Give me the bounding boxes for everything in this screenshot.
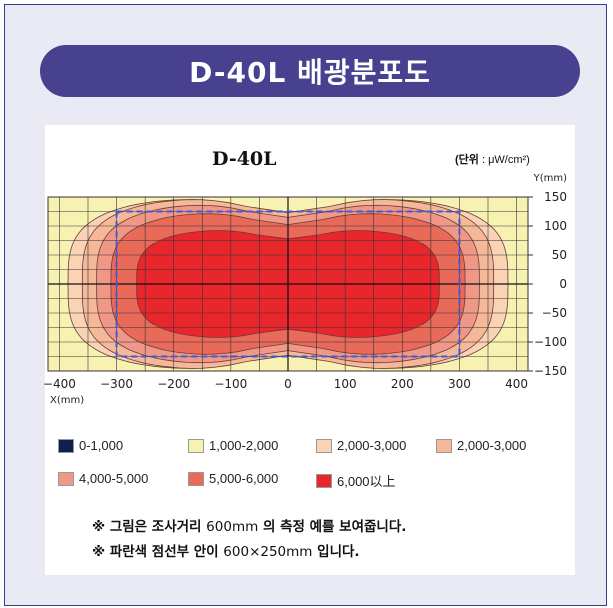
legend-label: 5,000-6,000	[209, 471, 279, 486]
legend-label: 2,000-3,000	[337, 438, 407, 453]
legend-swatch	[188, 438, 204, 453]
note-area: ※ 파란색 점선부 안이 600×250mm 입니다.	[92, 544, 360, 560]
x-tick-label: 400	[505, 377, 528, 391]
x-tick-label: −200	[157, 377, 190, 391]
unit-note: (단위 : μW/cm²)	[455, 151, 530, 167]
legend-swatch	[316, 473, 332, 488]
chart-title: D-40L	[212, 148, 277, 170]
y-tick-label: 50	[552, 248, 567, 262]
x-tick-label: 300	[448, 377, 471, 391]
legend-item: 4,000-5,000	[58, 471, 148, 486]
unit-suffix: : μW/cm²)	[481, 154, 530, 166]
legend-label: 1,000-2,000	[209, 438, 279, 453]
y-tick-label: 100	[544, 219, 567, 233]
legend-label: 2,000-3,000	[457, 438, 527, 453]
unit-prefix: (단위	[455, 154, 479, 166]
y-tick-label: −100	[534, 335, 567, 349]
legend-swatch	[188, 471, 204, 486]
y-axis-label: Y(mm)	[533, 173, 567, 184]
x-tick-label: 0	[284, 377, 292, 391]
legend-item: 2,000-3,000	[436, 438, 526, 453]
x-tick-label: −400	[43, 377, 76, 391]
notes: ※ 그림은 조사거리 600mm 의 측정 예를 보여줍니다. ※ 파란색 점선…	[92, 515, 406, 565]
legend-item: 2,000-3,000	[316, 438, 406, 453]
legend-label: 0-1,000	[79, 438, 124, 453]
measured-area-outline	[115, 210, 461, 358]
y-tick-label: 0	[559, 277, 567, 291]
x-axis-label: X(mm)	[50, 395, 84, 406]
legend-label: 4,000-5,000	[79, 471, 149, 486]
y-tick-label: −50	[542, 306, 567, 320]
legend-swatch	[58, 471, 74, 486]
x-tick-label: 100	[334, 377, 357, 391]
legend-item: 6,000以上	[316, 471, 396, 490]
y-tick-label: 150	[544, 190, 567, 204]
page-title: D-40L 배광분포도	[40, 45, 580, 97]
x-tick-label: −100	[214, 377, 247, 391]
legend-item: 1,000-2,000	[188, 438, 278, 453]
legend-swatch	[436, 438, 452, 453]
legend-item: 0-1,000	[58, 438, 123, 453]
note-distance: ※ 그림은 조사거리 600mm 의 측정 예를 보여줍니다.	[92, 519, 407, 535]
x-tick-label: 200	[391, 377, 414, 391]
legend-label: 6,000以上	[337, 474, 396, 489]
legend-swatch	[316, 438, 332, 453]
legend-swatch	[58, 438, 74, 453]
y-tick-label: −150	[534, 364, 567, 378]
legend-item: 5,000-6,000	[188, 471, 278, 486]
x-tick-label: −300	[100, 377, 133, 391]
